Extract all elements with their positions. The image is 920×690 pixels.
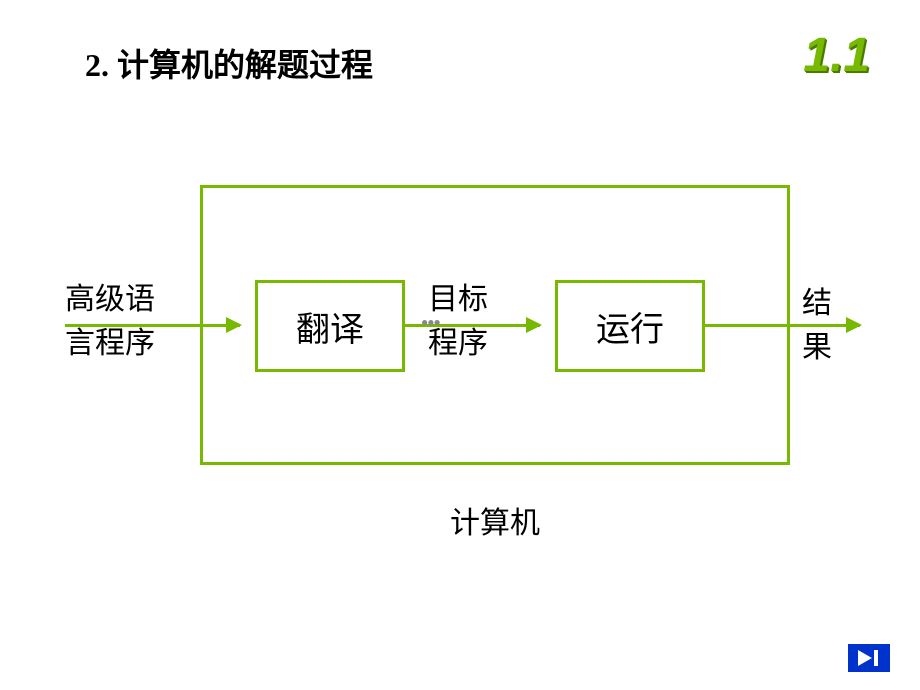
- node-run: 运行: [555, 280, 705, 372]
- next-page-icon: [856, 649, 882, 667]
- diagram-caption: 计算机: [450, 498, 540, 542]
- node-run-label: 运行: [596, 302, 664, 351]
- middle-label-line2: 程序: [428, 327, 488, 360]
- input-label: 高级语 言程序: [65, 278, 155, 366]
- next-page-button[interactable]: [848, 644, 890, 672]
- middle-label-line1: 目标: [428, 283, 488, 316]
- output-label: 结果: [802, 278, 860, 366]
- section-number: 1.1: [803, 28, 870, 83]
- flowchart-diagram: 高级语 言程序 翻译 ●●● 目标 程序 运行 结果 计算机: [60, 180, 860, 600]
- page-title: 2. 计算机的解题过程: [85, 40, 373, 86]
- node-translate-label: 翻译: [296, 302, 364, 351]
- input-label-line2: 言程序: [65, 327, 155, 360]
- input-label-line1: 高级语: [65, 283, 155, 316]
- node-translate: 翻译: [255, 280, 405, 372]
- arrow-input-to-translate: [65, 324, 240, 327]
- middle-label: 目标 程序: [428, 278, 488, 366]
